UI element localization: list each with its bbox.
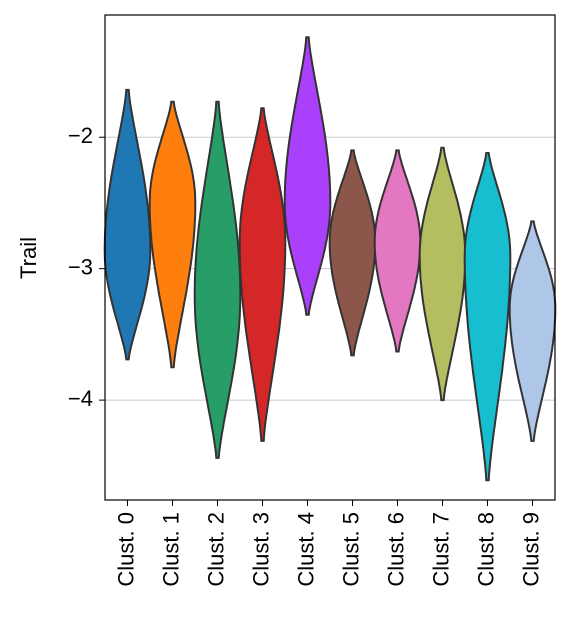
violin [508, 220, 557, 442]
x-tick-label: Clust. 2 [203, 512, 228, 587]
y-tick-label: −2 [68, 123, 93, 148]
violin [328, 149, 377, 357]
plot-frame [104, 14, 556, 501]
y-tick-label: −3 [68, 254, 93, 279]
y-axis-label: Trail [16, 237, 41, 279]
violin [193, 100, 242, 459]
x-tick-label: Clust. 1 [158, 512, 183, 587]
x-tick-label: Clust. 6 [383, 512, 408, 587]
violin [148, 100, 197, 369]
y-tick-label: −4 [68, 386, 93, 411]
violin [103, 88, 152, 361]
x-tick-label: Clust. 9 [518, 512, 543, 587]
x-tick-label: Clust. 5 [338, 512, 363, 587]
x-tick-label: Clust. 0 [113, 512, 138, 587]
x-tick-label: Clust. 4 [293, 512, 318, 587]
x-tick-label: Clust. 8 [473, 512, 498, 587]
violin [238, 107, 287, 442]
x-tick-label: Clust. 3 [248, 512, 273, 587]
violin [283, 36, 332, 316]
violin [463, 152, 512, 482]
violin [418, 146, 467, 402]
x-tick-label: Clust. 7 [428, 512, 453, 587]
violin [373, 149, 422, 353]
